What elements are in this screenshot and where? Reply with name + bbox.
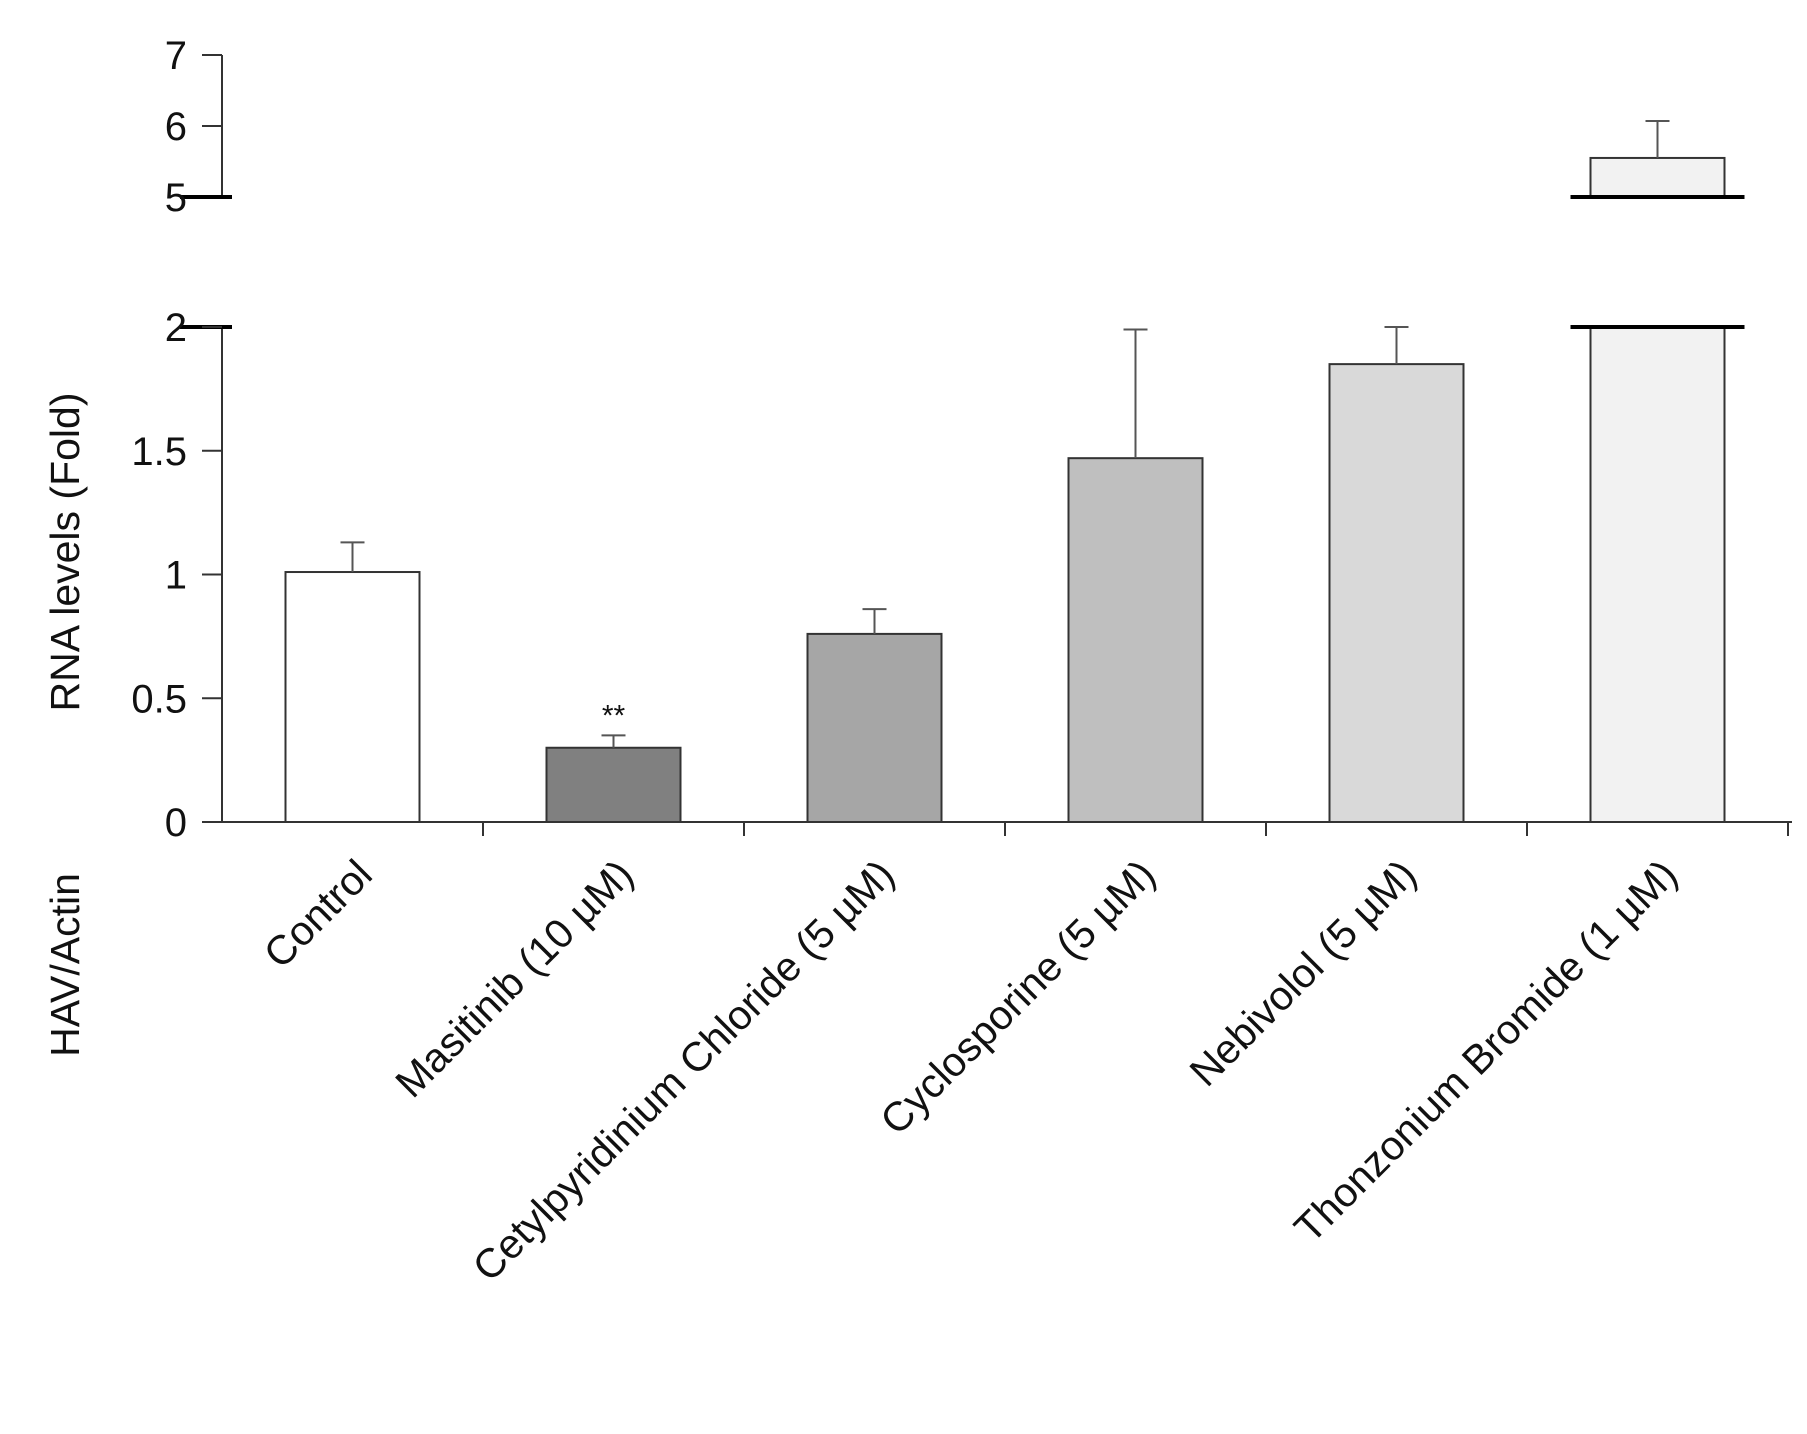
y-tick-label: 7: [165, 34, 187, 78]
significance-annotation: **: [602, 699, 626, 732]
y-tick-label: 2: [165, 306, 187, 350]
bar-lower-segment: [1589, 326, 1726, 823]
bar: [806, 632, 943, 824]
category-label: Cyclosporine (5 µM): [871, 851, 1164, 1144]
y-axis-title-group: HAV/Actin RNA levels (Fold): [42, 393, 88, 1057]
bar: [284, 571, 421, 824]
category-label: Control: [255, 851, 381, 977]
ticks-group: 0 0.5 1 1.5 2 5 6 7: [131, 34, 1789, 845]
y-tick-label: 0.5: [131, 677, 187, 721]
y-tick-label: 1.5: [131, 430, 187, 474]
bars-group: **: [284, 120, 1745, 824]
category-label: Nebivolol (5 µM): [1181, 851, 1425, 1095]
y-tick-label: 6: [165, 105, 187, 149]
y-tick-label: 5: [165, 176, 187, 220]
bar: [545, 746, 682, 823]
bar: [1067, 457, 1204, 823]
y-tick-label: 1: [165, 554, 187, 598]
category-label: Masitinib (10 µM): [386, 851, 641, 1106]
y-axis-title-left: HAV/Actin: [42, 873, 88, 1057]
bar: [1328, 363, 1465, 823]
y-tick-label: 0: [165, 801, 187, 845]
axes-group: [180, 55, 1792, 823]
bar-upper-segment: [1589, 156, 1726, 198]
y-axis-title-right: RNA levels (Fold): [42, 393, 88, 712]
category-labels-group: Control Masitinib (10 µM)Cetylpyridinium …: [255, 851, 1686, 1290]
category-label: Cetylpyridinium Chloride (5 µM): [464, 851, 903, 1290]
